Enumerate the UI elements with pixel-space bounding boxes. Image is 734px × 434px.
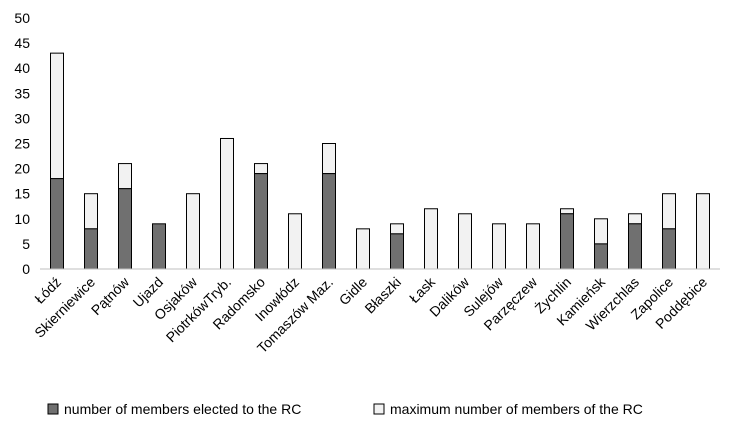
bar-maximum xyxy=(84,193,98,230)
bar-maximum xyxy=(186,193,200,270)
bar-elected xyxy=(254,173,268,270)
bar-maximum xyxy=(356,228,370,270)
bar-elected xyxy=(390,233,404,270)
bar-elected xyxy=(594,243,608,270)
bar-maximum xyxy=(390,223,404,235)
y-tick-label: 45 xyxy=(14,35,30,51)
bar-maximum xyxy=(118,163,132,190)
y-tick-label: 30 xyxy=(14,110,30,126)
bar-maximum xyxy=(220,137,234,270)
bar-maximum xyxy=(628,213,642,225)
bar-maximum xyxy=(50,52,64,180)
bar-elected xyxy=(322,173,336,270)
bar-maximum xyxy=(662,193,676,230)
bar-maximum xyxy=(424,208,438,270)
y-tick-label: 50 xyxy=(14,10,30,26)
y-tick-label: 25 xyxy=(14,136,30,152)
bar-maximum xyxy=(560,208,574,215)
legend-label-elected: number of members elected to the RC xyxy=(64,401,301,417)
y-tick-label: 5 xyxy=(22,236,30,252)
bar-maximum xyxy=(594,218,608,245)
y-tick-label: 10 xyxy=(14,211,30,227)
y-tick-label: 20 xyxy=(14,161,30,177)
bars xyxy=(50,52,710,270)
bar-maximum xyxy=(458,213,472,270)
bar-elected xyxy=(50,178,64,270)
bar-maximum xyxy=(696,193,710,270)
bar-elected xyxy=(662,228,676,270)
bar-elected xyxy=(118,188,132,270)
legend-swatch-elected xyxy=(47,403,59,415)
legend: number of members elected to the RC maxi… xyxy=(47,401,643,417)
bar-maximum xyxy=(288,213,302,270)
y-tick-label: 15 xyxy=(14,186,30,202)
y-tick-label: 0 xyxy=(22,261,30,277)
legend-swatch-maximum xyxy=(373,403,385,415)
y-tick-label: 35 xyxy=(14,85,30,101)
bar-elected xyxy=(84,228,98,270)
bar-maximum xyxy=(492,223,506,270)
x-axis: ŁódźSkierniewicePątnówUjazdOsjakówPiotrk… xyxy=(31,268,720,356)
x-tick-label: Błaszki xyxy=(361,274,404,317)
y-axis: 0 5 10 15 20 25 30 35 40 45 50 xyxy=(14,10,30,277)
legend-label-maximum: maximum number of members of the RC xyxy=(390,401,643,417)
bar-elected xyxy=(628,223,642,270)
bar-maximum xyxy=(526,223,540,270)
bar-elected xyxy=(152,223,166,270)
y-tick-label: 40 xyxy=(14,60,30,76)
bar-elected xyxy=(560,213,574,270)
bar-maximum xyxy=(254,163,268,175)
x-tick-label: Pątnów xyxy=(88,273,133,318)
bar-maximum xyxy=(322,143,336,175)
